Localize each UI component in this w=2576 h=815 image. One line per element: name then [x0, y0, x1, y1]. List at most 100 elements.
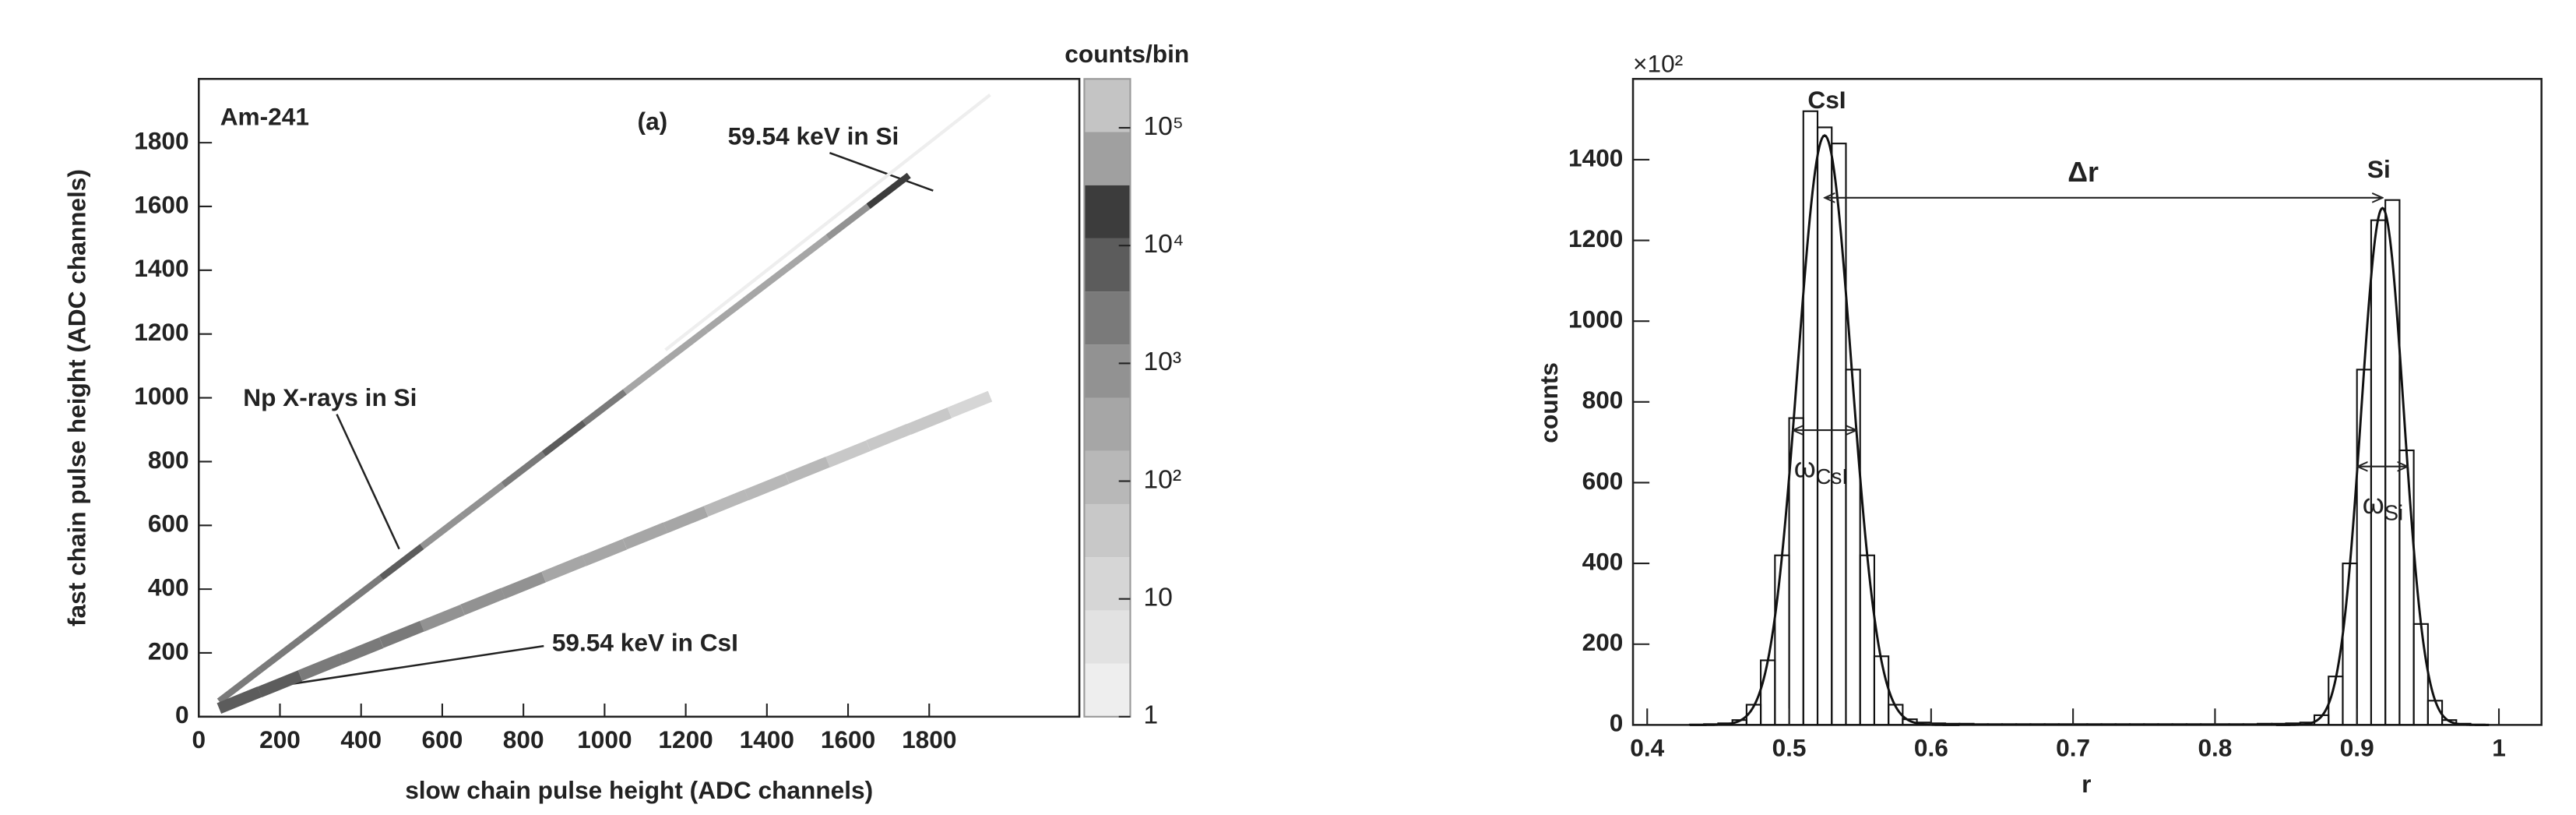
- colorbar-segment: [1084, 397, 1131, 451]
- histogram-bar: [2114, 723, 2131, 726]
- y-tick-label: 200: [1582, 628, 1624, 656]
- annotation: CsI: [1807, 86, 1846, 114]
- y-tick-label: 800: [148, 446, 189, 474]
- leader-line: [292, 644, 544, 685]
- y-tick-label: 1200: [134, 318, 188, 346]
- x-tick-label: 400: [340, 725, 382, 753]
- leader-line: [336, 414, 400, 550]
- density-cell: [541, 420, 586, 457]
- y-tick-label: 600: [1582, 467, 1624, 495]
- x-tick-label: 0.5: [1772, 733, 1807, 761]
- density-cell: [541, 555, 587, 583]
- density-cell: [297, 653, 343, 681]
- colorbar-segment: [1084, 557, 1131, 611]
- density-cell: [744, 265, 790, 302]
- histogram-bar: [2086, 723, 2103, 726]
- density-cell: [825, 203, 871, 240]
- histogram-bar: [1816, 126, 1833, 726]
- histogram-bar: [1859, 554, 1875, 726]
- colorbar-frame: [1083, 78, 1131, 718]
- histogram-bar: [2015, 723, 2032, 726]
- density-cell: [460, 587, 505, 616]
- y-tick-label: 1000: [134, 382, 188, 410]
- density-cell: [785, 457, 830, 484]
- histogram-bar: [2370, 219, 2387, 726]
- x-tick-label: 1200: [658, 725, 713, 753]
- density-cell: [379, 544, 424, 580]
- density-cell: [501, 571, 546, 599]
- colorbar-segment: [1084, 79, 1131, 132]
- density-cell: [216, 667, 262, 704]
- density-cell: [582, 538, 628, 566]
- histogram-bar: [1831, 143, 1847, 726]
- histogram-bar: [2100, 723, 2117, 726]
- histogram-bar: [1958, 722, 1975, 726]
- colorbar-tick-label: 10⁵: [1143, 111, 1184, 141]
- annotation: 59.54 keV in CsI: [552, 628, 738, 656]
- density-cell: [378, 620, 424, 648]
- density-cell: [664, 316, 707, 351]
- colorbar-title: counts/bin: [1065, 40, 1189, 68]
- density-cell: [866, 423, 911, 451]
- annotation: (a): [638, 108, 668, 136]
- x-tick-label: 800: [503, 725, 544, 753]
- density-cell: [785, 235, 830, 271]
- density-cell: [420, 604, 465, 632]
- y-tick-label: 600: [148, 510, 189, 538]
- x-tick-label: 0.6: [1914, 733, 1948, 761]
- density-cell: [257, 637, 303, 673]
- density-cell: [297, 605, 343, 642]
- colorbar-segment: [1084, 450, 1131, 504]
- histogram-bar: [2342, 563, 2358, 726]
- colorbar-tick-label: 10⁴: [1143, 229, 1184, 259]
- density-cell: [745, 252, 789, 288]
- x-tick-label: 1600: [821, 725, 875, 753]
- x-tick-label: 600: [422, 725, 463, 753]
- density-cell: [947, 390, 993, 418]
- density-cell: [420, 513, 465, 549]
- y-tick-label: 400: [1582, 547, 1624, 575]
- annotation: 59.54 keV in Si: [728, 122, 899, 150]
- omega-symbol: ω: [1794, 453, 1816, 484]
- y-tick-label: 1400: [134, 254, 188, 282]
- density-cell: [257, 670, 303, 698]
- histogram-bar: [2057, 723, 2075, 726]
- colorbar-segment: [1084, 185, 1131, 238]
- density-cell: [501, 451, 546, 488]
- histogram-bar: [1774, 554, 1790, 726]
- histogram-bar: [1873, 655, 1890, 726]
- colorbar-tick-label: 10³: [1143, 347, 1181, 376]
- x-tick-label: 1000: [577, 725, 632, 753]
- density-cell: [339, 574, 384, 612]
- density-cell: [582, 389, 627, 426]
- x-tick-label: 1400: [740, 725, 794, 753]
- x-tick-label: 0.4: [1630, 733, 1664, 761]
- histogram-bar: [2171, 723, 2188, 726]
- y-tick-label: 0: [175, 700, 189, 729]
- x-tick-label: 0.8: [2198, 733, 2232, 761]
- annotation: Δr: [2067, 157, 2099, 188]
- histogram-bar: [2257, 722, 2273, 726]
- histogram-bar: [2200, 723, 2216, 726]
- density-cell: [744, 473, 790, 501]
- colorbar-segment: [1084, 238, 1131, 292]
- y-tick-label: 200: [148, 637, 189, 665]
- annotation: ωSi: [2363, 489, 2403, 524]
- density-cell: [705, 284, 748, 319]
- y-tick-label: 1400: [1568, 143, 1623, 171]
- histogram-bar: [1972, 723, 1989, 726]
- colorbar-segment: [1084, 663, 1131, 717]
- y-tick-label: 1600: [134, 190, 188, 218]
- histogram-bar: [1845, 369, 1861, 726]
- density-cell: [460, 482, 505, 519]
- colorbar-tick-label: 10: [1143, 583, 1173, 612]
- x-tick-label: 200: [259, 725, 301, 753]
- y-tick-label: 400: [148, 573, 189, 601]
- density-cell: [663, 327, 709, 364]
- fit-curve: [2275, 206, 2490, 726]
- colorbar-segment: [1084, 344, 1131, 398]
- annotation: Si: [2367, 155, 2391, 183]
- leader-line: [829, 152, 934, 192]
- x-tick-label: 0: [192, 725, 206, 753]
